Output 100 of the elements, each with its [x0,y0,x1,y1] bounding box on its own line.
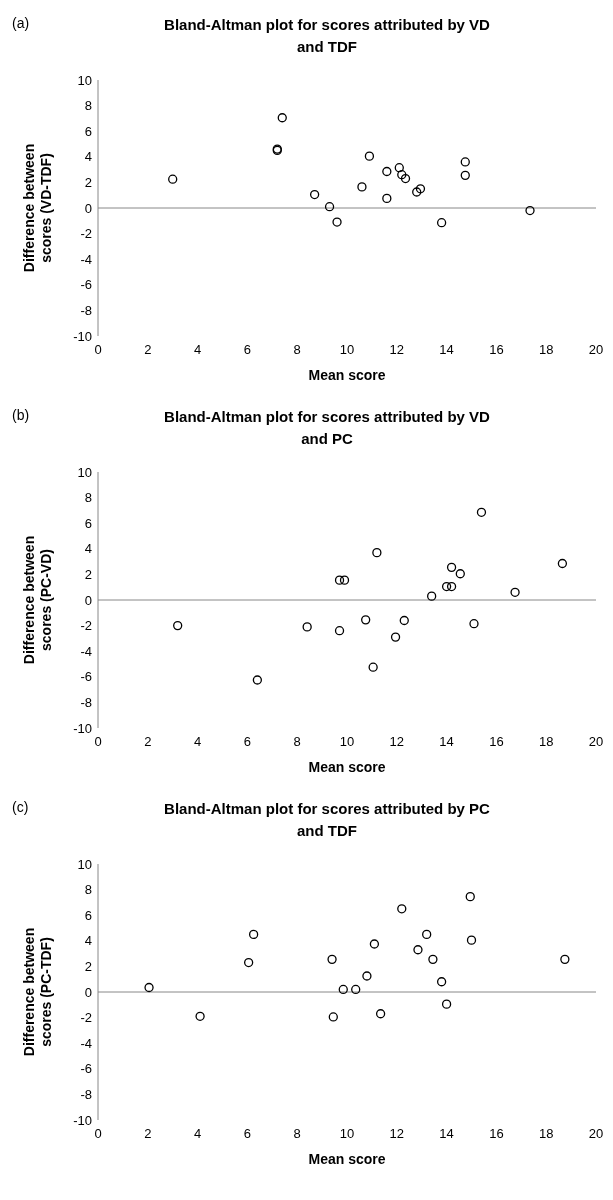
x-tick-label: 12 [389,1126,405,1141]
x-tick-label: 14 [439,734,454,749]
point [400,173,411,184]
y-tick-label: -2 [80,226,92,242]
x-tick-label: 6 [243,734,252,749]
x-tick-label: 18 [538,734,554,749]
point [338,984,348,995]
x-tick-label: 4 [193,734,202,749]
point [441,999,452,1009]
x-tick-label: 8 [293,734,301,749]
y-tick-label: -4 [80,1035,92,1051]
x-tick-label: 2 [144,342,152,357]
point [412,187,422,197]
point [460,170,470,181]
point [476,507,487,517]
x-tick-label: 2 [144,734,152,749]
y-tick-label: 10 [77,856,92,872]
point [334,626,345,636]
y-tick-label: 4 [84,149,92,165]
y-tick-label: 6 [84,907,92,923]
chart-title: Bland-Altman plot for scores attributed by VD and TDF [164,16,491,55]
y-tick-label: -8 [80,694,92,710]
y-tick-label: -6 [80,1061,92,1077]
x-tick-label: 16 [489,342,504,357]
point [415,184,426,194]
point [372,547,382,558]
x-tick-label: 4 [193,342,202,357]
point [422,929,432,940]
x-tick-label: 10 [339,342,355,357]
point [277,113,287,123]
point [309,189,320,200]
point [436,977,447,987]
y-tick-label: -4 [80,643,92,659]
y-tick-label: 6 [84,515,92,531]
y-tick-label: 0 [84,984,92,1000]
point [324,202,335,212]
y-tick-label: -10 [73,1112,92,1128]
point [436,218,447,228]
y-tick-label: 0 [84,592,92,608]
point [510,587,520,597]
y-axis-title: Difference between scores (PC-VD) [21,535,54,665]
chart-title: Bland-Altman plot for scores attributed by VD and PC [164,408,491,447]
point [328,1012,338,1022]
x-tick-label: 0 [94,342,102,357]
x-tick-label: 6 [243,342,252,357]
point [173,620,183,631]
point [397,170,407,180]
x-tick-label: 18 [538,1126,554,1141]
point [364,151,375,161]
point [394,163,404,173]
point [446,581,457,592]
y-tick-label: 10 [77,72,92,88]
point [332,217,342,227]
point [525,205,535,216]
x-tick-label: 8 [293,342,301,357]
y-tick-label: -2 [80,1010,92,1026]
x-tick-label: 12 [389,734,405,749]
point [446,562,457,573]
y-tick-label: 8 [84,98,92,114]
y-tick-label: 2 [84,174,92,190]
point [382,166,392,177]
point [252,675,263,685]
point [390,632,401,642]
point [465,891,475,902]
point [244,957,254,968]
x-tick-label: 6 [243,1126,252,1141]
x-tick-label: 16 [489,734,504,749]
y-tick-label: 4 [84,933,92,949]
point [339,575,350,585]
y-tick-label: 8 [84,490,92,506]
point [144,982,154,993]
x-tick-label: 20 [588,1126,604,1141]
point [382,193,392,204]
y-tick-label: 8 [84,882,92,898]
point [466,935,477,945]
point [248,929,259,940]
y-tick-label: 2 [84,958,92,974]
point [399,615,409,626]
point [334,575,345,585]
x-tick-label: 10 [339,734,355,749]
text: (c) [12,799,29,815]
point [327,954,337,965]
x-tick-label: 10 [339,1126,355,1141]
point [397,904,407,914]
y-tick-label: -6 [80,277,92,293]
y-tick-label: 4 [84,541,92,557]
point [357,182,367,192]
point [302,622,312,632]
y-tick-label: -6 [80,669,92,685]
x-axis-title: Mean score [308,367,386,383]
y-tick-label: -2 [80,618,92,634]
point [557,558,568,569]
point [368,662,378,672]
point [469,619,479,629]
y-tick-label: 6 [84,123,92,139]
y-tick-label: 0 [84,200,92,216]
point [427,591,437,601]
point [195,1011,205,1021]
text: (a) [12,15,30,31]
x-axis-title: Mean score [308,1151,386,1167]
